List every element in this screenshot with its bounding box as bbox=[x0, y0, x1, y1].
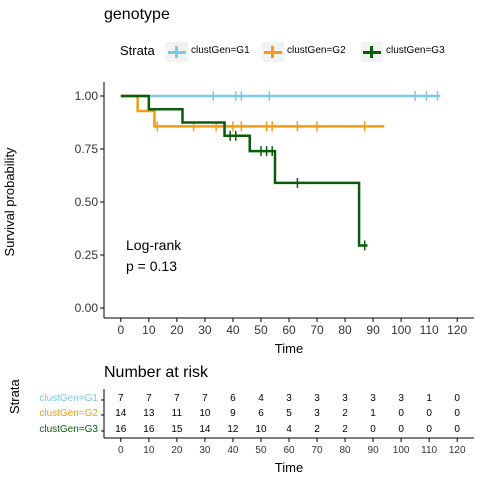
risk-cell: 2 bbox=[342, 408, 348, 419]
p-value-label: p = 0.13 bbox=[126, 258, 177, 274]
risk-strata-label: Strata bbox=[7, 379, 22, 414]
x-tick-label: 100 bbox=[391, 323, 411, 337]
risk-cell: 3 bbox=[314, 408, 320, 419]
risk-x-tick-label: 0 bbox=[118, 445, 124, 456]
logrank-label: Log-rank bbox=[126, 237, 182, 253]
risk-cell: 5 bbox=[286, 408, 292, 419]
risk-x-tick-label: 60 bbox=[283, 445, 295, 456]
risk-cell: 6 bbox=[258, 408, 264, 419]
x-tick-label: 80 bbox=[338, 323, 352, 337]
x-tick-label: 10 bbox=[142, 323, 156, 337]
legend-text-g2: clustGen=G2 bbox=[287, 45, 346, 56]
risk-cell: 0 bbox=[454, 424, 460, 435]
risk-x-axis-label: Time bbox=[275, 460, 303, 475]
x-tick-label: 120 bbox=[447, 323, 467, 337]
x-tick-label: 30 bbox=[198, 323, 212, 337]
risk-cell: 16 bbox=[115, 424, 127, 435]
risk-cell: 0 bbox=[398, 424, 404, 435]
legend-label: Strata bbox=[120, 43, 155, 58]
legend-tick-g1 bbox=[175, 46, 178, 58]
y-tick-label: 0.25 bbox=[75, 248, 99, 262]
legend-key-g2 bbox=[262, 42, 284, 62]
risk-x-tick-label: 30 bbox=[199, 445, 211, 456]
chart-title: genotype bbox=[104, 6, 170, 23]
risk-table-title: Number at risk bbox=[104, 364, 209, 381]
risk-x-tick-label: 50 bbox=[255, 445, 267, 456]
risk-table-axis: 0 10 20 30 40 50 60 70 80 90 100 110 120 bbox=[101, 389, 474, 456]
risk-cell: 14 bbox=[115, 408, 127, 419]
risk-cell: 10 bbox=[255, 424, 267, 435]
x-tick-label: 90 bbox=[366, 323, 380, 337]
risk-x-tick-label: 100 bbox=[393, 445, 410, 456]
risk-cell: 0 bbox=[426, 424, 432, 435]
risk-cell: 3 bbox=[398, 393, 404, 404]
legend: Strata clustGen=G1 clustGen=G2 clustGen=… bbox=[0, 40, 480, 64]
risk-cell: 3 bbox=[342, 393, 348, 404]
risk-cell: 9 bbox=[230, 408, 236, 419]
risk-x-tick-label: 120 bbox=[449, 445, 466, 456]
x-tick-label: 0 bbox=[117, 323, 124, 337]
risk-cell: 7 bbox=[146, 393, 152, 404]
plot-area: 0.00 0.25 0.50 0.75 1.00 0 10 20 30 40 50 60 70 80 90 1… bbox=[75, 82, 474, 337]
risk-cell: 3 bbox=[286, 393, 292, 404]
x-tick-label: 70 bbox=[310, 323, 324, 337]
risk-cell: 7 bbox=[118, 393, 124, 404]
risk-cell: 15 bbox=[171, 424, 183, 435]
risk-cell: 11 bbox=[171, 408, 183, 419]
risk-cell: 7 bbox=[202, 393, 208, 404]
risk-cell: 14 bbox=[199, 424, 211, 435]
risk-cell: 0 bbox=[454, 393, 460, 404]
risk-cell: 1 bbox=[426, 393, 432, 404]
risk-row-label: clustGen=G1 bbox=[39, 393, 98, 404]
risk-cell: 1 bbox=[370, 408, 376, 419]
risk-x-tick-label: 90 bbox=[368, 445, 380, 456]
x-axis-label: Time bbox=[275, 341, 303, 356]
survival-curve-3 bbox=[120, 94, 368, 247]
y-tick-label: 0.00 bbox=[75, 301, 99, 315]
risk-cell: 0 bbox=[426, 408, 432, 419]
risk-cell: 10 bbox=[199, 408, 211, 419]
risk-cell: 4 bbox=[258, 393, 264, 404]
risk-cell: 0 bbox=[398, 408, 404, 419]
survival-curve-2 bbox=[120, 94, 385, 128]
legend-tick-g2 bbox=[271, 46, 274, 58]
risk-cell: 0 bbox=[370, 424, 376, 435]
risk-x-tick-label: 80 bbox=[339, 445, 351, 456]
risk-cell: 6 bbox=[230, 393, 236, 404]
risk-cell: 2 bbox=[342, 424, 348, 435]
y-tick-label: 1.00 bbox=[75, 89, 99, 103]
risk-x-tick-label: 40 bbox=[227, 445, 239, 456]
x-tick-label: 110 bbox=[420, 323, 439, 337]
risk-cell: 2 bbox=[314, 424, 320, 435]
x-tick-label: 20 bbox=[170, 323, 184, 337]
risk-cell: 3 bbox=[370, 393, 376, 404]
legend-text-g3: clustGen=G3 bbox=[386, 45, 445, 56]
risk-cell: 16 bbox=[143, 424, 155, 435]
risk-row-label: clustGen=G2 bbox=[39, 408, 98, 419]
risk-cell: 13 bbox=[143, 408, 155, 419]
x-tick-label: 40 bbox=[226, 323, 240, 337]
legend-text-g1: clustGen=G1 bbox=[191, 45, 250, 56]
risk-cell: 4 bbox=[286, 424, 292, 435]
risk-row-label: clustGen=G3 bbox=[39, 424, 98, 435]
risk-x-tick-label: 70 bbox=[311, 445, 323, 456]
legend-key-g3 bbox=[361, 42, 383, 62]
x-tick-label: 50 bbox=[254, 323, 268, 337]
y-axis-label: Survival probability bbox=[2, 147, 17, 257]
legend-tick-g3 bbox=[370, 46, 373, 58]
legend-key-g1 bbox=[166, 42, 188, 62]
risk-cell: 0 bbox=[454, 408, 460, 419]
risk-cell: 3 bbox=[314, 393, 320, 404]
risk-cell: 12 bbox=[227, 424, 239, 435]
y-tick-label: 0.50 bbox=[75, 195, 99, 209]
risk-x-tick-label: 20 bbox=[171, 445, 183, 456]
x-tick-label: 60 bbox=[282, 323, 296, 337]
risk-cell: 7 bbox=[174, 393, 180, 404]
risk-x-tick-label: 10 bbox=[143, 445, 155, 456]
y-tick-label: 0.75 bbox=[75, 142, 99, 156]
risk-x-tick-label: 110 bbox=[421, 445, 437, 456]
